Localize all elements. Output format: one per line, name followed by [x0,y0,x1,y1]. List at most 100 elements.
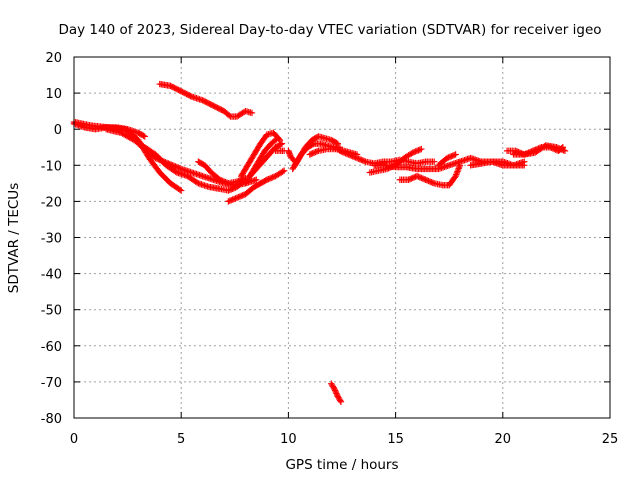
data-point [342,150,349,157]
chart-title: Day 140 of 2023, Sidereal Day-to-day VTE… [58,22,601,38]
data-point [360,157,368,165]
series-s25 [328,380,345,405]
data-point [306,151,314,158]
data-point [160,158,168,165]
data-point [349,153,356,160]
data-point [415,147,422,154]
data-point [141,133,148,140]
data-point [239,192,246,199]
data-points [70,80,569,405]
data-point [270,173,278,180]
data-point [345,151,352,158]
data-point [332,388,339,396]
data-point [226,197,233,204]
data-point [418,174,425,182]
data-point [236,193,244,200]
data-point [445,154,452,161]
data-point [410,148,418,156]
data-point [253,176,260,183]
data-point [358,156,365,164]
data-point [290,157,297,164]
data-point [346,151,354,159]
data-point [226,112,233,119]
data-point [308,150,315,158]
series-s6 [225,167,288,205]
data-point [359,157,366,164]
data-point [429,179,436,186]
y-tick-label: -40 [41,268,62,283]
data-point [352,154,359,161]
y-tick-label: -30 [41,232,62,247]
data-point [419,175,426,182]
y-tick-label: 20 [45,51,62,66]
data-point [162,159,169,166]
data-point [560,147,567,154]
data-point [163,159,171,167]
data-point [157,157,165,164]
y-tick-label: -20 [41,195,62,210]
data-point [558,146,566,153]
x-tick-label: 25 [602,432,619,447]
data-point [173,163,181,171]
axis-ticks: 0 5 10 15 20 25 20 10 0 -10 -20 -30 -40 -50 -60 -70 -80 [41,51,619,447]
data-point [446,153,454,161]
data-point [216,176,223,183]
y-tick-label: -10 [41,159,62,174]
data-point [169,162,176,169]
y-tick-label: -50 [41,304,62,319]
data-point [274,135,281,142]
data-point [232,195,239,202]
series-s20 [435,151,459,169]
data-point [353,154,361,162]
data-point [412,148,419,155]
data-point [356,156,364,163]
series-s16 [336,147,438,167]
data-point [336,397,344,404]
data-point [229,185,236,192]
data-point [263,176,271,183]
data-point [222,178,229,186]
data-point [430,158,438,165]
data-point [219,177,226,185]
data-point [140,132,147,139]
data-point [236,177,244,184]
y-tick-label: 0 [54,123,62,138]
y-tick-label: -70 [41,376,62,391]
data-point [418,145,425,153]
data-point [229,196,236,203]
data-point [269,174,276,181]
data-point [230,195,238,203]
data-point [233,178,241,185]
data-point [423,177,431,184]
data-point [225,198,232,205]
data-point [408,175,415,182]
series-s15 [285,147,299,165]
data-point [273,136,280,143]
x-tick-label: 5 [177,432,185,447]
data-point [512,147,519,155]
data-point [557,145,564,153]
data-point [235,193,242,201]
data-point [409,174,416,182]
data-point [279,168,286,175]
data-point [176,186,184,193]
data-point [406,175,414,183]
data-point [425,177,432,185]
data-point [152,154,159,162]
data-point [159,157,166,165]
data-point [266,175,274,182]
series-s10 [246,140,286,180]
data-point [170,162,178,170]
data-point [313,148,321,155]
y-tick-label: -80 [41,412,62,427]
data-point [226,186,233,194]
data-point [265,175,272,183]
data-point [420,175,428,183]
y-tick-label: 10 [45,87,62,102]
data-point [556,145,563,152]
data-point [238,192,245,200]
data-point [413,147,421,155]
data-point [554,144,562,152]
data-point [340,149,348,156]
data-point [155,156,162,163]
